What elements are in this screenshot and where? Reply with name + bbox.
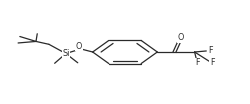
Text: Si: Si xyxy=(62,49,70,58)
Text: F: F xyxy=(195,58,199,67)
Text: O: O xyxy=(178,33,184,42)
Text: O: O xyxy=(76,42,82,51)
Text: F: F xyxy=(208,46,213,55)
Text: F: F xyxy=(210,58,214,67)
